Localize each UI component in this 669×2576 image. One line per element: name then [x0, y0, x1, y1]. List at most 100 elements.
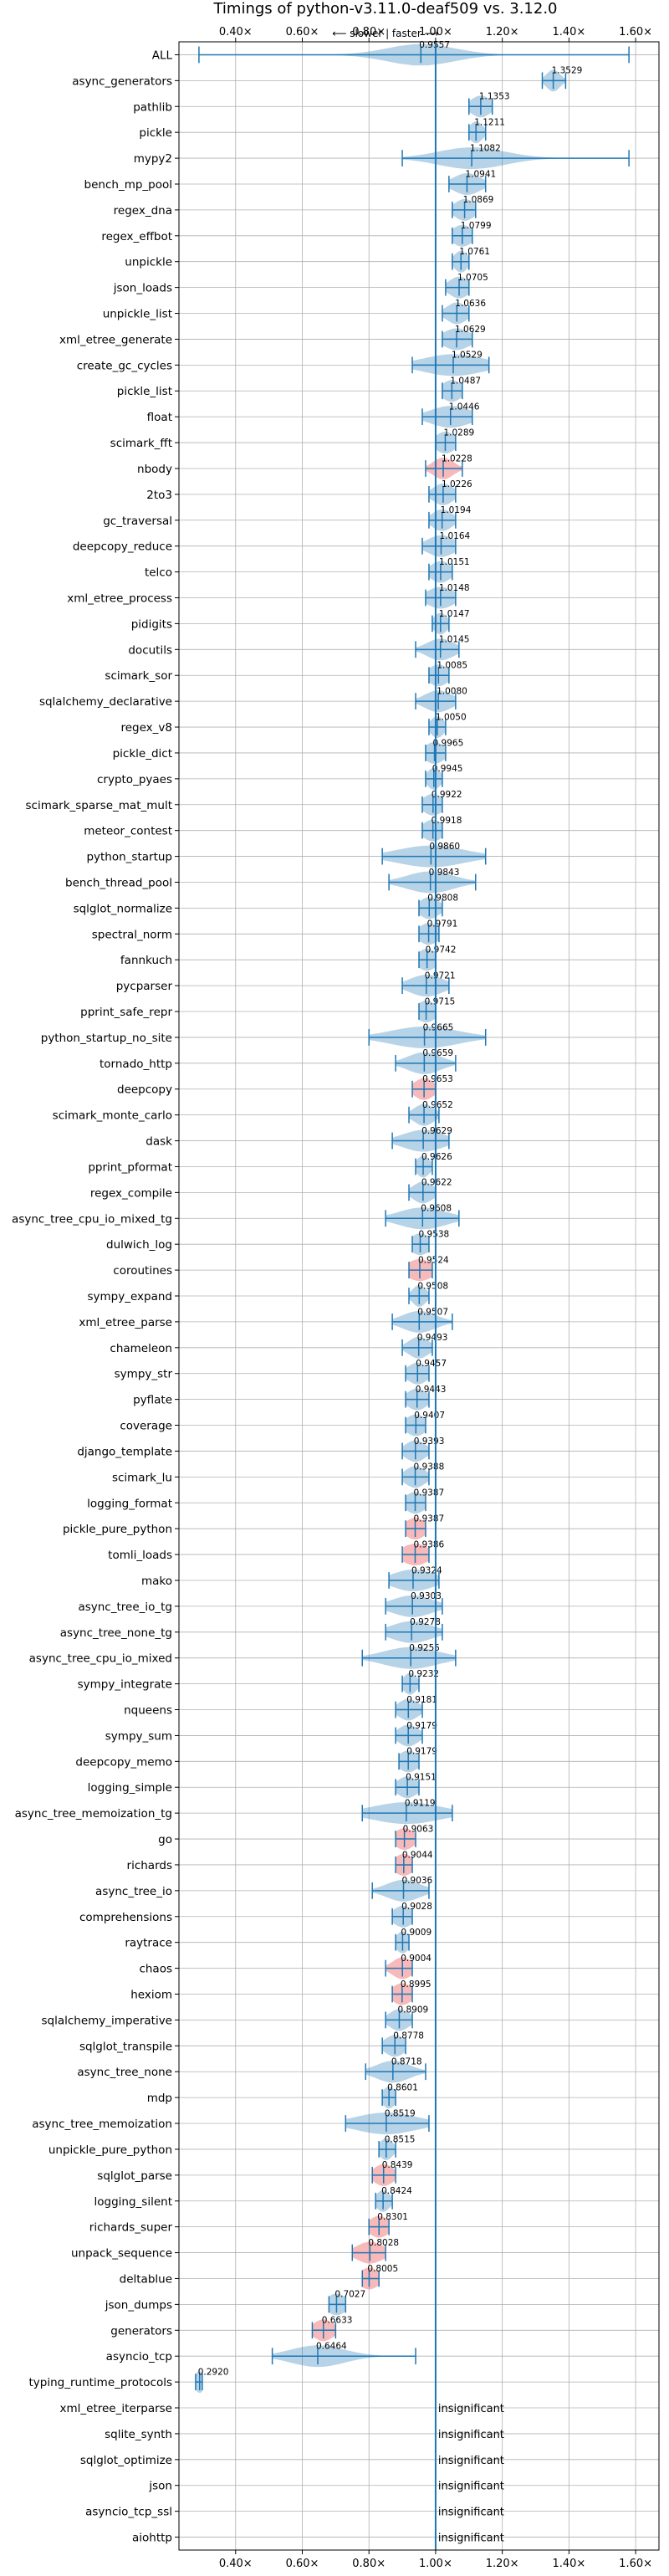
value-label: 1.1353 — [479, 92, 510, 102]
value-label: 0.7027 — [334, 2290, 365, 2300]
benchmark-name: pickle — [139, 126, 172, 140]
benchmark-row: telco 1.0151 — [145, 557, 470, 583]
value-label: 0.9965 — [433, 738, 464, 748]
benchmark-name: fannkuch — [120, 954, 172, 967]
benchmark-row: docutils 1.0145 — [128, 635, 469, 661]
benchmark-row: pickle_dict 0.9965 — [113, 738, 464, 764]
benchmark-name: scimark_sor — [105, 669, 172, 683]
insignificant-label: insignificant — [438, 2403, 504, 2415]
value-label: 0.9179 — [406, 1747, 437, 1757]
value-label: 1.1211 — [474, 118, 505, 128]
benchmark-name: sqlglot_transpile — [79, 2040, 172, 2053]
value-label: 0.9524 — [418, 1255, 449, 1265]
benchmark-name: pickle_list — [117, 385, 172, 398]
benchmark-row: gc_traversal 1.0194 — [103, 505, 472, 531]
benchmark-row: pickle_pure_python 0.9387 — [63, 1514, 444, 1540]
benchmark-row: meteor_contest 0.9918 — [84, 816, 462, 842]
benchmark-name: async_tree_io — [95, 1885, 172, 1898]
benchmark-name: dulwich_log — [106, 1238, 172, 1252]
benchmark-row: pycparser 0.9721 — [116, 970, 456, 997]
benchmark-row: scimark_sor 1.0085 — [105, 661, 467, 687]
value-label: 0.9557 — [419, 40, 450, 50]
top-tick-label: 1.00× — [419, 26, 452, 38]
benchmark-name: pprint_pformat — [88, 1160, 172, 1174]
value-label: 0.9407 — [414, 1411, 445, 1421]
value-label: 1.0761 — [459, 247, 490, 257]
benchmark-row: go 0.9063 — [158, 1824, 433, 1850]
benchmark-name: tomli_loads — [108, 1549, 172, 1562]
value-label: 0.9028 — [401, 1902, 432, 1912]
benchmark-row: hexiom 0.8995 — [130, 1979, 432, 2005]
bottom-tick-label: 1.60× — [619, 2558, 652, 2570]
value-label: 1.0799 — [461, 221, 492, 231]
benchmark-name: async_tree_cpu_io_mixed_tg — [12, 1212, 172, 1226]
benchmark-row: pprint_pformat 0.9626 — [88, 1152, 452, 1178]
value-label: 0.9507 — [417, 1307, 448, 1317]
benchmark-name: sympy_integrate — [78, 1678, 172, 1692]
value-label: 0.9918 — [432, 816, 462, 826]
benchmark-name: regex_effbot — [101, 230, 172, 243]
benchmark-name: gc_traversal — [103, 515, 172, 528]
value-label: 0.8718 — [391, 2057, 422, 2067]
value-label: 1.0147 — [439, 609, 470, 619]
benchmark-row: sqlglot_transpile 0.8778 — [79, 2031, 424, 2057]
benchmark-row: xml_etree_iterparse insignificant — [60, 2402, 504, 2415]
benchmark-name: hexiom — [130, 1988, 172, 2001]
benchmark-name: unpickle — [125, 256, 172, 269]
benchmark-name: logging_simple — [88, 1781, 172, 1795]
top-tick-label: 1.60× — [619, 26, 652, 38]
benchmark-row: sympy_sum 0.9179 — [105, 1721, 437, 1747]
benchmark-name: tornado_http — [100, 1058, 172, 1071]
value-label: 0.9715 — [425, 996, 456, 1006]
benchmark-row: deepcopy_reduce 1.0164 — [73, 531, 471, 557]
benchmark-row: create_gc_cycles 1.0529 — [77, 351, 490, 376]
benchmark-row: nqueens 0.9181 — [124, 1695, 437, 1721]
benchmark-row: logging_silent 0.8424 — [94, 2186, 412, 2212]
value-label: 0.9791 — [427, 919, 458, 930]
benchmark-row: coroutines 0.9524 — [113, 1255, 449, 1282]
benchmark-row: coverage 0.9407 — [120, 1411, 445, 1437]
benchmark-row: richards_super 0.8301 — [89, 2212, 408, 2238]
value-label: 0.8028 — [368, 2238, 399, 2248]
bottom-tick-label: 0.80× — [352, 2558, 386, 2570]
benchmark-row: pprint_safe_repr 0.9715 — [80, 996, 455, 1022]
benchmark-row: pathlib 1.1353 — [133, 92, 510, 118]
benchmark-row: async_generators 1.3529 — [72, 66, 582, 92]
benchmark-name: unpickle_pure_python — [49, 2143, 172, 2157]
benchmark-name: async_tree_none — [77, 2066, 172, 2079]
benchmark-row: unpickle_list 1.0636 — [103, 299, 486, 325]
value-label: 0.9457 — [416, 1359, 447, 1369]
chart-title: Timings of python-v3.11.0-deaf509 vs. 3.… — [212, 0, 557, 18]
benchmark-row: sympy_expand 0.9508 — [87, 1281, 448, 1307]
benchmark-name: asyncio_tcp — [106, 2350, 172, 2363]
benchmark-row: deepcopy 0.9653 — [117, 1074, 453, 1100]
value-label: 1.0636 — [455, 299, 486, 309]
top-tick-label: 0.60× — [286, 26, 319, 38]
value-label: 0.9179 — [406, 1721, 437, 1731]
benchmark-row: unpickle 1.0761 — [125, 247, 490, 273]
benchmark-name: go — [158, 1833, 172, 1846]
benchmark-name: pprint_safe_repr — [80, 1006, 172, 1019]
value-label: 0.8519 — [385, 2108, 416, 2118]
benchmark-row: sqlalchemy_imperative 0.8909 — [42, 2005, 428, 2031]
benchmark-row: logging_simple 0.9151 — [88, 1773, 437, 1799]
value-label: 1.0941 — [465, 169, 496, 179]
value-label: 0.9622 — [421, 1178, 452, 1188]
value-label: 1.0705 — [457, 273, 488, 283]
benchmark-row: crypto_pyaes 0.9945 — [97, 764, 462, 790]
benchmark-row: chaos 0.9004 — [139, 1954, 432, 1979]
benchmark-name: sympy_expand — [87, 1290, 172, 1303]
benchmark-name: 2to3 — [146, 489, 172, 502]
top-tick-label: 0.40× — [219, 26, 253, 38]
benchmark-row: sqlite_synth insignificant — [105, 2428, 504, 2441]
value-label: 0.8778 — [393, 2031, 424, 2041]
benchmark-row: django_template 0.9393 — [77, 1437, 444, 1462]
benchmark-name: pickle_pure_python — [63, 1523, 172, 1536]
benchmark-name: xml_etree_generate — [59, 333, 172, 346]
value-label: 1.3529 — [552, 66, 583, 76]
benchmark-name: logging_format — [87, 1497, 172, 1510]
value-label: 1.0226 — [442, 479, 472, 489]
value-label: 0.9303 — [411, 1591, 442, 1601]
benchmark-name: dask — [146, 1135, 172, 1149]
